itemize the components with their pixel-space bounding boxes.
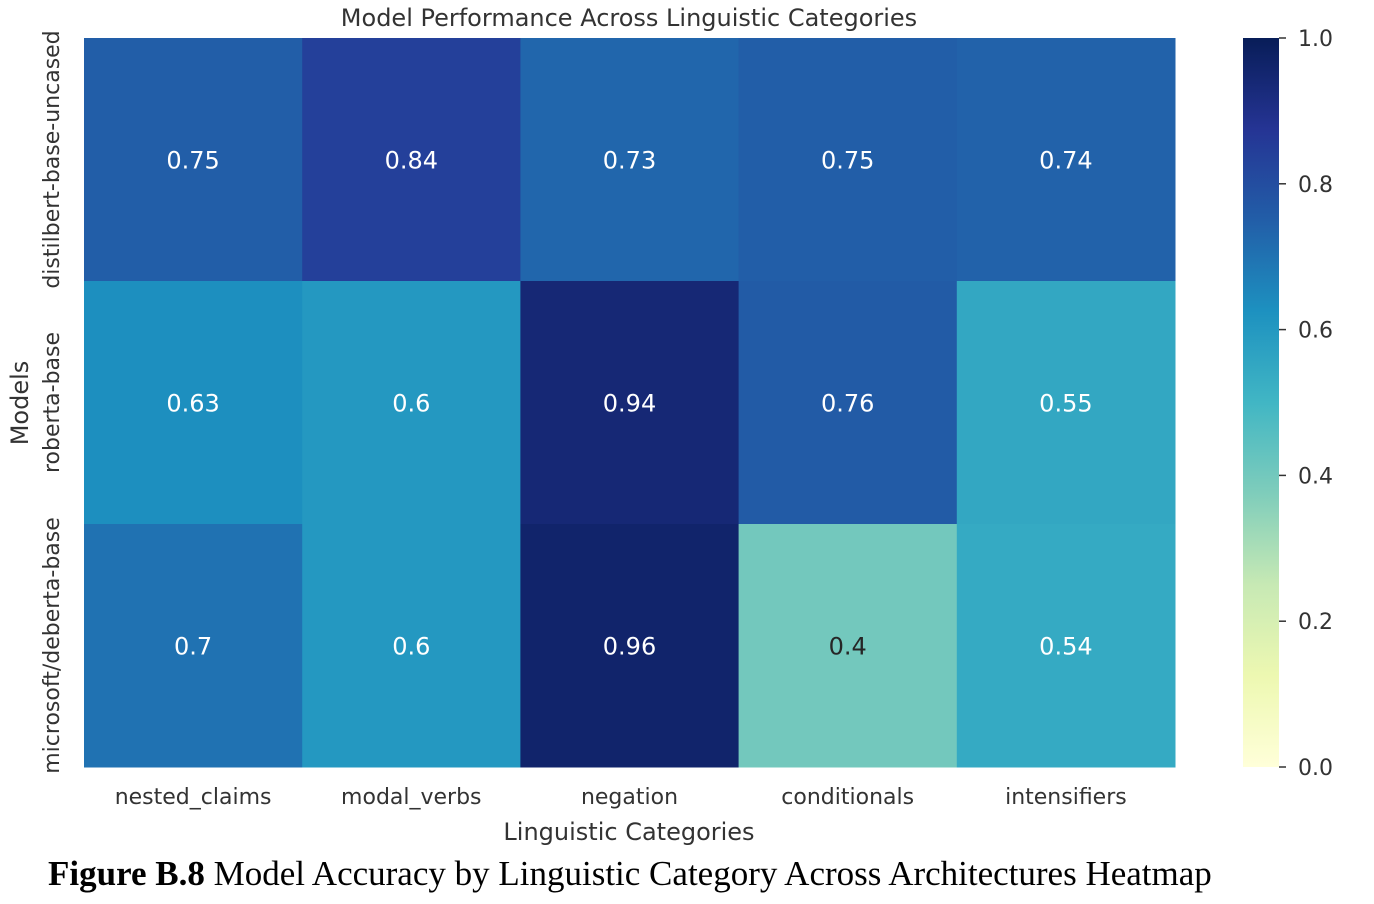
cell-value-label: 0.75 (821, 147, 874, 175)
y-tick-label: roberta-base (40, 332, 65, 473)
heatmap-cell (84, 38, 303, 282)
heatmap-cell (956, 38, 1176, 282)
heatmap-cell (302, 38, 521, 282)
cell-value-label: 0.96 (603, 633, 656, 661)
cell-value-label: 0.84 (385, 147, 438, 175)
heatmap-cell (738, 38, 958, 282)
heatmap-cell (738, 524, 958, 768)
colorbar (1243, 38, 1279, 767)
cell-value-label: 0.7 (174, 633, 212, 661)
colorbar-tick-label: 0.0 (1298, 756, 1333, 781)
heatmap-cell (520, 281, 740, 525)
x-axis-label: Linguistic Categories (503, 818, 754, 846)
colorbar-tick-label: 0.8 (1298, 173, 1333, 198)
heatmap-cell (956, 281, 1176, 525)
heatmap-chart: Model Performance Across Linguistic Cate… (6, 4, 1333, 846)
colorbar-tick-label: 0.2 (1298, 610, 1333, 635)
heatmap-cell (84, 524, 303, 768)
heatmap-cell-labels: 0.75 0.84 0.73 0.75 0.74 0.63 0.6 0.94 0.76 0.55 0… (166, 147, 1092, 661)
heatmap-cell (520, 524, 740, 768)
heatmap-cell (956, 524, 1176, 768)
cell-value-label: 0.94 (603, 390, 656, 418)
x-tick-label: intensifiers (1005, 785, 1127, 810)
cell-value-label: 0.6 (392, 390, 430, 418)
y-tick-label: microsoft/deberta-base (40, 517, 65, 774)
figure-caption: Figure B.8 Model Accuracy by Linguistic … (48, 852, 1348, 896)
cell-value-label: 0.73 (603, 147, 656, 175)
figure-caption-text: Model Accuracy by Linguistic Category Ac… (204, 854, 1212, 893)
heatmap-cell (302, 524, 521, 768)
cell-value-label: 0.74 (1039, 147, 1092, 175)
x-tick-label: conditionals (781, 785, 914, 810)
heatmap-cell (520, 38, 740, 282)
heatmap-cell (302, 281, 521, 525)
colorbar-tick-label: 0.6 (1298, 319, 1333, 344)
y-tick-label: distilbert-base-uncased (40, 30, 65, 288)
cell-value-label: 0.4 (829, 633, 867, 661)
figure-caption-label: Figure B.8 (48, 854, 205, 893)
colorbar-tick-label: 0.4 (1298, 464, 1333, 489)
heatmap-cell (738, 281, 958, 525)
cell-value-label: 0.63 (166, 390, 219, 418)
chart-title: Model Performance Across Linguistic Cate… (341, 4, 917, 32)
cell-value-label: 0.55 (1039, 390, 1092, 418)
heatmap-cell (84, 281, 303, 525)
x-tick-label: negation (581, 785, 678, 810)
x-tick-label: nested_claims (115, 785, 272, 810)
y-axis-label: Models (6, 361, 34, 446)
cell-value-label: 0.54 (1039, 633, 1092, 661)
cell-value-label: 0.76 (821, 390, 874, 418)
x-tick-label: modal_verbs (341, 785, 481, 810)
cell-value-label: 0.75 (166, 147, 219, 175)
colorbar-ticks: 0.0 0.2 0.4 0.6 0.8 1.0 (1279, 27, 1333, 781)
heatmap-cells (84, 38, 1176, 768)
y-tick-labels: distilbert-base-uncased roberta-base micro… (40, 30, 65, 773)
x-tick-labels: nested_claims modal_verbs negation conditio… (115, 785, 1127, 810)
colorbar-tick-label: 1.0 (1298, 27, 1333, 52)
cell-value-label: 0.6 (392, 633, 430, 661)
